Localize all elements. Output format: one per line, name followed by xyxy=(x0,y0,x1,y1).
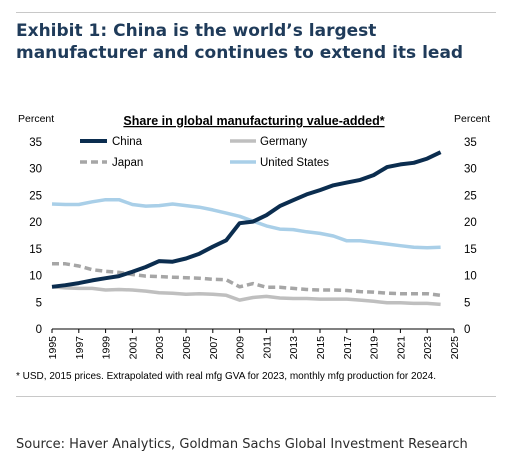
x-tick-label: 1995 xyxy=(47,336,59,360)
y-tick-label-right: 15 xyxy=(464,244,477,256)
series-lines xyxy=(51,150,442,307)
y-tick-label-right: 20 xyxy=(464,217,477,229)
x-tick-label: 1997 xyxy=(74,336,86,360)
x-tick-label: 2013 xyxy=(288,336,300,360)
y-tick-label-right: 30 xyxy=(464,164,477,176)
y-tick-label-left: 35 xyxy=(29,137,42,149)
x-tick-label: 2003 xyxy=(154,336,166,360)
legend-label-japan: Japan xyxy=(112,157,143,169)
exhibit-title: Exhibit 1: China is the world’s largest … xyxy=(16,21,464,63)
line-chart: Share in global manufacturing value-adde… xyxy=(18,113,490,359)
legend-label-germany: Germany xyxy=(260,136,308,148)
legend-label-united-states: United States xyxy=(260,157,329,169)
x-tick-label: 2025 xyxy=(449,336,461,360)
x-tick-label: 2023 xyxy=(422,336,434,360)
y-tick-label-left: 0 xyxy=(36,324,42,336)
x-tick-label: 2001 xyxy=(127,336,139,360)
series-line-china xyxy=(51,150,442,289)
series-line-germany xyxy=(51,285,441,307)
x-tick-label: 2019 xyxy=(369,336,381,360)
top-rule xyxy=(16,12,496,13)
y-tick-label-right: 10 xyxy=(464,271,477,283)
series-line-united-states xyxy=(51,197,441,250)
x-tick-label: 2007 xyxy=(208,336,220,360)
x-tick-label: 2009 xyxy=(235,336,247,360)
x-tick-label: 2005 xyxy=(181,336,193,360)
x-tick-label: 2017 xyxy=(342,336,354,360)
y-tick-label-right: 35 xyxy=(464,137,477,149)
footnote: * USD, 2015 prices. Extrapolated with re… xyxy=(16,371,437,382)
y-tick-label-left: 25 xyxy=(29,190,42,202)
separator-rule xyxy=(16,396,496,397)
x-tick-label: 2021 xyxy=(395,336,407,360)
x-tick-label: 2011 xyxy=(261,336,273,359)
chart-title: Share in global manufacturing value-adde… xyxy=(123,114,384,128)
legend: China Germany Japan United States xyxy=(80,136,329,169)
y-tick-label-right: 5 xyxy=(464,297,470,309)
y-tick-label-right: 0 xyxy=(464,324,470,336)
y-axis-label-right: Percent xyxy=(454,113,490,125)
x-tick-label: 1999 xyxy=(101,336,113,360)
y-tick-label-right: 25 xyxy=(464,190,477,202)
x-tick-label: 2015 xyxy=(315,336,327,360)
source-note: Source: Haver Analytics, Goldman Sachs G… xyxy=(16,437,468,452)
y-axis-label-left: Percent xyxy=(18,113,54,125)
y-tick-label-left: 15 xyxy=(29,244,42,256)
legend-label-china: China xyxy=(112,136,143,148)
y-tick-label-left: 5 xyxy=(36,297,42,309)
y-tick-label-left: 20 xyxy=(29,217,42,229)
y-tick-label-left: 30 xyxy=(29,164,42,176)
y-tick-label-left: 10 xyxy=(29,271,42,283)
